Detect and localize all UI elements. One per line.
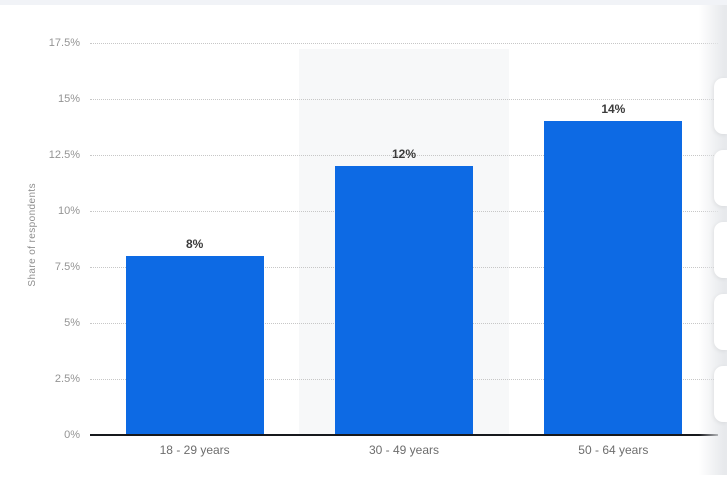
side-toolbar-button[interactable] [714, 294, 727, 350]
x-axis-line [90, 434, 718, 436]
bar-50-64years[interactable] [544, 121, 683, 435]
y-tick-label: 12.5% [48, 149, 80, 161]
side-toolbar-button[interactable] [714, 78, 727, 134]
side-toolbar-button[interactable] [714, 222, 727, 278]
y-tick-label: 10% [57, 205, 80, 217]
y-tick-label: 7.5% [54, 261, 80, 273]
gridline [90, 43, 718, 44]
side-toolbar-button[interactable] [714, 150, 727, 206]
y-tick-label: 2.5% [54, 373, 80, 385]
bar-30-49years[interactable] [335, 166, 473, 435]
y-tick-label: 15% [57, 93, 80, 105]
x-axis-label: 30 - 49 years [368, 443, 440, 457]
gridline [90, 99, 718, 100]
bar-value-label: 14% [601, 102, 626, 117]
y-tick-label: 5% [64, 317, 80, 329]
y-tick-label: 0% [64, 429, 80, 441]
x-axis-label: 18 - 29 years [159, 443, 230, 457]
bar-18-29years[interactable] [125, 255, 264, 435]
gridline [90, 155, 718, 156]
bar-value-label: 8% [185, 236, 204, 251]
y-tick-label: 17.5% [48, 37, 80, 49]
x-axis-label: 50 - 64 years [578, 443, 649, 457]
bar-value-label: 12% [391, 147, 417, 162]
top-border-strip [0, 0, 727, 5]
side-toolbar-button[interactable] [714, 366, 727, 422]
